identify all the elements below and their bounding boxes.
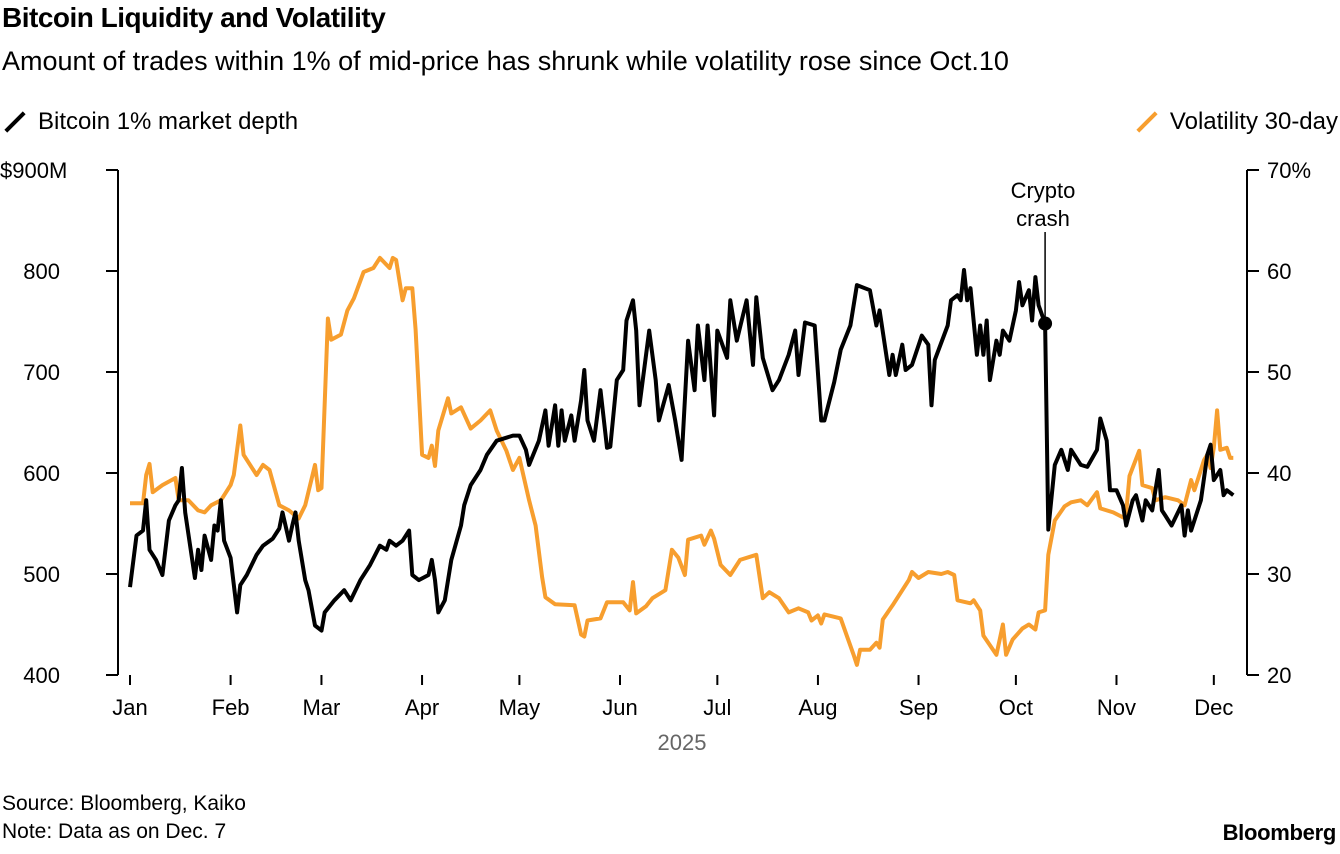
x-axis-year-label: 2025	[658, 730, 707, 755]
x-tick-label: May	[499, 695, 541, 720]
x-tick-label: Jul	[703, 695, 731, 720]
right-tick-label: 30	[1267, 562, 1291, 587]
legend-label: Volatility 30-day	[1169, 108, 1338, 135]
chart-subtitle: Amount of trades within 1% of mid-price …	[2, 46, 1009, 76]
annotation-marker-dot	[1038, 316, 1053, 331]
x-tick-label: Aug	[798, 695, 837, 720]
right-tick-label: 40	[1267, 461, 1291, 486]
x-tick-label: Apr	[405, 695, 439, 720]
volatility-series-line	[130, 255, 1234, 667]
market-depth-series-line	[128, 268, 1235, 633]
chart-title: Bitcoin Liquidity and Volatility	[2, 2, 386, 33]
right-tick-label: 50	[1267, 360, 1291, 385]
right-tick-label: 60	[1267, 259, 1291, 284]
annotation-label-line1: Crypto	[1011, 178, 1076, 203]
bloomberg-logo: Bloomberg	[1222, 820, 1337, 845]
left-tick-label: 400	[23, 663, 60, 688]
x-tick-label: Sep	[899, 695, 938, 720]
x-tick-label: Mar	[303, 695, 341, 720]
left-tick-label: $900M	[0, 158, 67, 183]
source-note: Source: Bloomberg, Kaiko	[2, 792, 246, 815]
data-note: Note: Data as on Dec. 7	[2, 820, 227, 843]
legend-label: Bitcoin 1% market depth	[38, 108, 299, 135]
x-tick-label: Feb	[212, 695, 250, 720]
left-tick-label: 500	[23, 562, 60, 587]
legend-item-market-depth: Bitcoin 1% market depth	[4, 108, 298, 136]
x-tick-label: Jun	[602, 695, 637, 720]
left-tick-label: 600	[23, 461, 60, 486]
x-tick-label: Dec	[1194, 695, 1233, 720]
annotation-label-line2: crash	[1016, 206, 1070, 231]
left-tick-label: 700	[23, 360, 60, 385]
x-tick-label: Jan	[112, 695, 147, 720]
right-tick-label: 20	[1267, 663, 1291, 688]
right-tick-label: 70%	[1267, 158, 1311, 183]
x-tick-label: Oct	[999, 695, 1033, 720]
left-tick-label: 800	[23, 259, 60, 284]
x-tick-label: Nov	[1097, 695, 1136, 720]
legend-item-volatility: Volatility 30-day	[1136, 108, 1338, 136]
